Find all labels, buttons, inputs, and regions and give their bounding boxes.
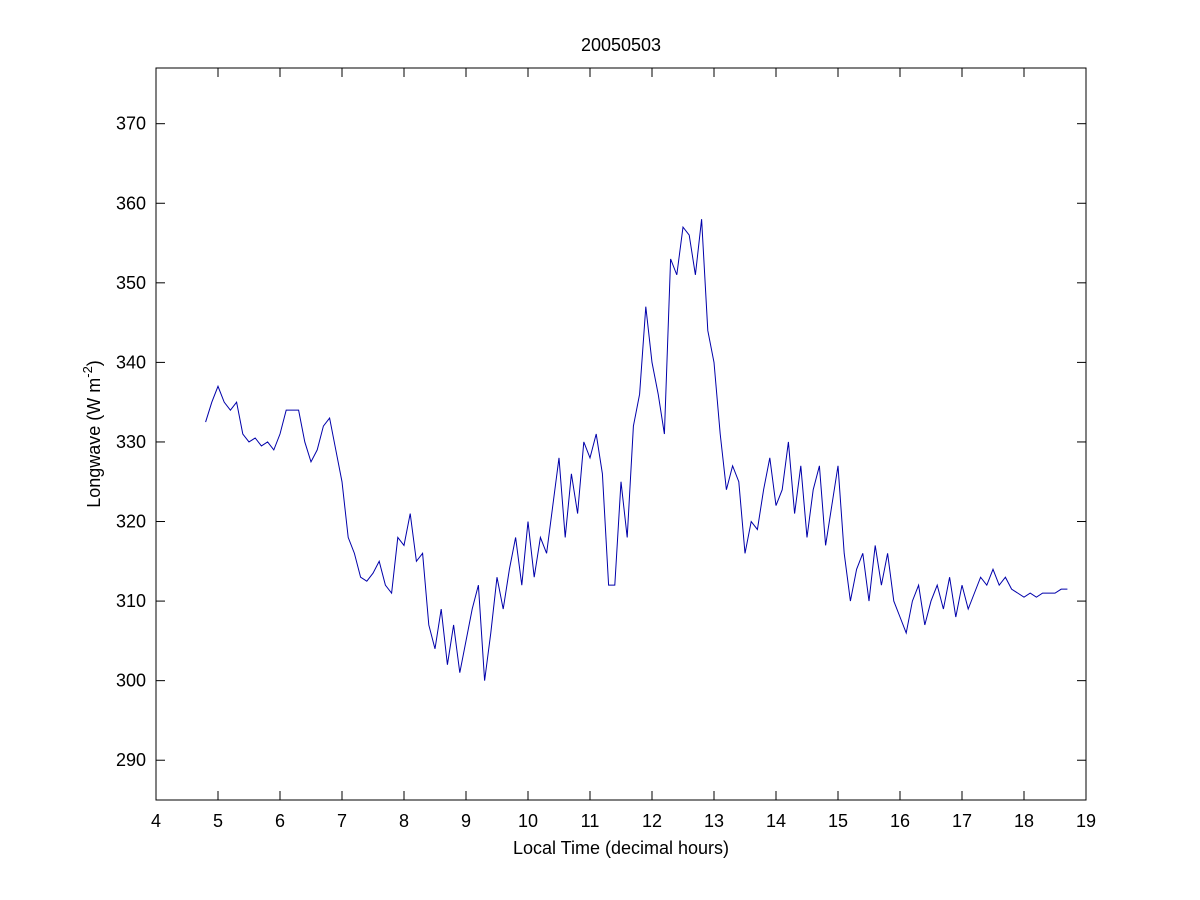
x-tick-label: 18 — [1014, 811, 1034, 831]
x-tick-label: 11 — [581, 811, 600, 831]
y-tick-label: 360 — [116, 193, 146, 213]
plot-area — [155, 67, 1087, 801]
data-line — [205, 219, 1068, 681]
chart-title: 20050503 — [581, 35, 661, 55]
x-tick-label: 5 — [213, 811, 223, 831]
y-axis-label: Longwave (W m-2) — [80, 360, 104, 508]
x-tick-label: 16 — [890, 811, 910, 831]
y-tick-label: 340 — [116, 352, 146, 372]
y-tick-label: 320 — [116, 512, 146, 532]
x-axis-label: Local Time (decimal hours) — [513, 838, 729, 858]
x-tick-label: 15 — [828, 811, 848, 831]
y-tick-label: 310 — [116, 591, 146, 611]
x-tick-label: 12 — [642, 811, 662, 831]
y-tick-label: 290 — [116, 750, 146, 770]
x-tick-label: 6 — [275, 811, 285, 831]
y-tick-label: 300 — [116, 671, 146, 691]
y-tick-label: 370 — [116, 114, 146, 134]
y-label-text: Longwave (W m — [84, 378, 104, 508]
x-tick-label: 4 — [151, 811, 161, 831]
x-tick-label: 7 — [337, 811, 347, 831]
y-label-superscript: -2 — [80, 366, 95, 378]
x-tick-label: 17 — [952, 811, 972, 831]
x-tick-label: 14 — [766, 811, 786, 831]
y-tick-label: 330 — [116, 432, 146, 452]
y-tick-label: 350 — [116, 273, 146, 293]
x-tick-label: 13 — [704, 811, 724, 831]
y-label-text-end: ) — [84, 360, 104, 366]
x-tick-label: 8 — [399, 811, 409, 831]
x-tick-label: 10 — [518, 811, 538, 831]
x-tick-label: 19 — [1076, 811, 1096, 831]
x-tick-label: 9 — [461, 811, 471, 831]
